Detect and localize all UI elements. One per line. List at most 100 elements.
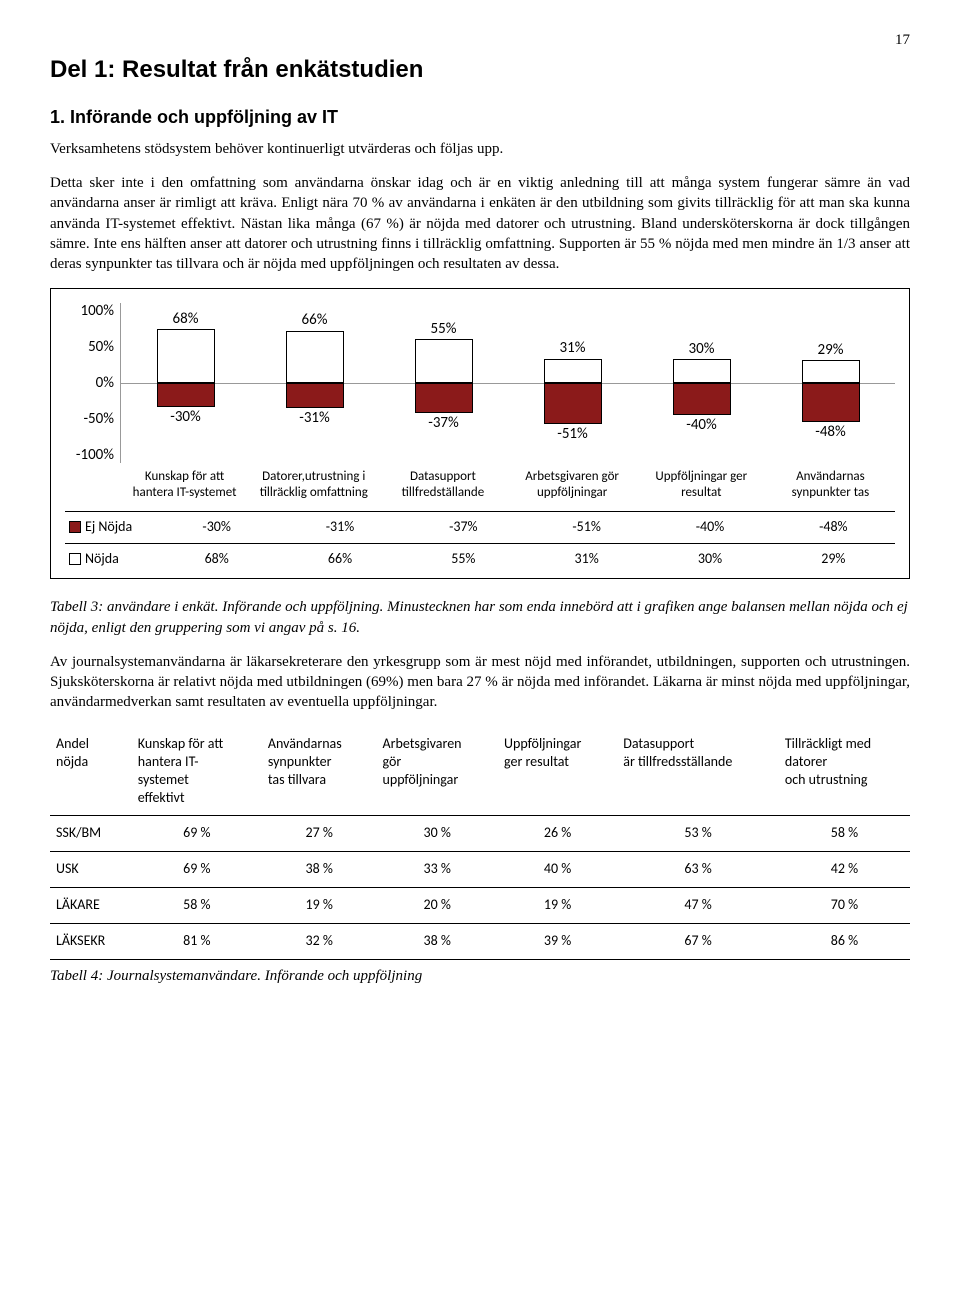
bar-value-positive: 66% (250, 310, 379, 330)
bar-negative (673, 383, 731, 415)
legend-label: Nöjda (65, 543, 155, 574)
bar-negative (544, 383, 602, 424)
row-label: USK (50, 852, 132, 888)
bar-positive (544, 359, 602, 384)
bar-positive (157, 329, 215, 383)
category-label: Användarnassynpunkter tas (766, 469, 895, 500)
category-label: Uppföljningar gerresultat (637, 469, 766, 500)
bar-negative (802, 383, 860, 421)
table3-caption: Tabell 3: användare i enkät. Införande o… (50, 597, 910, 638)
bar-value-positive: 55% (379, 319, 508, 339)
axis-tick: 100% (65, 303, 114, 319)
table-cell: 39 % (498, 924, 617, 960)
legend-value: 68% (155, 543, 278, 574)
table-cell: 67 % (617, 924, 779, 960)
category-label: Datorer,utrustning itillräcklig omfattni… (249, 469, 378, 500)
table-header: Arbetsgivarengöruppföljningar (376, 727, 498, 816)
bar-negative (415, 383, 473, 413)
legend-value: -40% (648, 511, 771, 543)
table-cell: 69 % (132, 816, 262, 852)
table-cell: 47 % (617, 888, 779, 924)
table-cell: 53 % (617, 816, 779, 852)
table-row: LÄKARE58 %19 %20 %19 %47 %70 % (50, 888, 910, 924)
page-number: 17 (50, 30, 910, 50)
legend-swatch (69, 553, 81, 565)
page-title: Del 1: Resultat från enkätstudien (50, 54, 910, 86)
table-cell: 33 % (376, 852, 498, 888)
bar-value-negative: -30% (121, 407, 250, 427)
bar-value-negative: -37% (379, 413, 508, 433)
legend-value: 30% (648, 543, 771, 574)
bar-positive (673, 359, 731, 383)
bar-positive (286, 331, 344, 384)
bar-value-positive: 29% (766, 340, 895, 360)
table-cell: 58 % (132, 888, 262, 924)
row-label: SSK/BM (50, 816, 132, 852)
table-header: Datasupportär tillfredsställande (617, 727, 779, 816)
axis-tick: 0% (65, 375, 114, 391)
table-cell: 38 % (262, 852, 377, 888)
category-label: Arbetsgivaren göruppföljningar (508, 469, 637, 500)
table-header: Tillräckligt meddatoreroch utrustning (779, 727, 910, 816)
bar-column: 68% -30% (121, 303, 250, 463)
bar-value-positive: 31% (508, 338, 637, 358)
diverging-bar-chart: 100%50%0%-50%-100% 68%-30%66%-31%55%-37%… (50, 288, 910, 579)
bar-value-negative: -51% (508, 424, 637, 444)
bars-grid: 68% -30% 66% -31% 55% -37% 31% -51% 30% -40% 29% -4… (120, 303, 895, 463)
axis-tick: -100% (65, 447, 114, 463)
table-cell: 69 % (132, 852, 262, 888)
legend-swatch (69, 521, 81, 533)
table-cell: 70 % (779, 888, 910, 924)
legend-table: Ej Nöjda-30%-31%-37%-51%-40%-48%Nöjda68%… (65, 511, 895, 575)
bar-value-positive: 30% (637, 339, 766, 359)
table4-caption: Tabell 4: Journalsystemanvändare. Införa… (50, 966, 910, 986)
category-labels: Kunskap för atthantera IT-systemetDatore… (120, 469, 895, 500)
bar-positive (802, 360, 860, 383)
legend-row: Ej Nöjda-30%-31%-37%-51%-40%-48% (65, 511, 895, 543)
table-cell: 42 % (779, 852, 910, 888)
table-cell: 86 % (779, 924, 910, 960)
legend-value: -37% (402, 511, 525, 543)
category-label: Datasupporttillfredställande (378, 469, 507, 500)
legend-row: Nöjda68%66%55%31%30%29% (65, 543, 895, 574)
chart-area: 100%50%0%-50%-100% 68%-30%66%-31%55%-37%… (65, 303, 895, 463)
table-cell: 38 % (376, 924, 498, 960)
table-row: SSK/BM69 %27 %30 %26 %53 %58 % (50, 816, 910, 852)
bar-column: 30% -40% (637, 303, 766, 463)
table-cell: 40 % (498, 852, 617, 888)
bar-positive (415, 339, 473, 383)
intro-text: Verksamhetens stödsystem behöver kontinu… (50, 141, 503, 157)
row-label: LÄKARE (50, 888, 132, 924)
axis-tick: 50% (65, 339, 114, 355)
legend-label: Ej Nöjda (65, 511, 155, 543)
legend-value: 66% (278, 543, 401, 574)
legend-value: -30% (155, 511, 278, 543)
table-header: Uppföljningarger resultat (498, 727, 617, 816)
table-cell: 58 % (779, 816, 910, 852)
bar-value-positive: 68% (121, 309, 250, 329)
bar-column: 66% -31% (250, 303, 379, 463)
table-cell: 27 % (262, 816, 377, 852)
table4: AndelnöjdaKunskap för atthantera IT-syst… (50, 727, 910, 960)
intro-paragraph: Verksamhetens stödsystem behöver kontinu… (50, 139, 910, 159)
bar-column: 55% -37% (379, 303, 508, 463)
category-label: Kunskap för atthantera IT-systemet (120, 469, 249, 500)
table-cell: 30 % (376, 816, 498, 852)
bar-value-negative: -31% (250, 408, 379, 428)
table-row: USK69 %38 %33 %40 %63 %42 % (50, 852, 910, 888)
table-header: Kunskap för atthantera IT-systemeteffekt… (132, 727, 262, 816)
table-cell: 63 % (617, 852, 779, 888)
table-cell: 19 % (498, 888, 617, 924)
body-paragraph: Detta sker inte i den omfattning som anv… (50, 173, 910, 274)
bar-value-negative: -40% (637, 415, 766, 435)
legend-value: 31% (525, 543, 648, 574)
bar-negative (286, 383, 344, 408)
table-cell: 20 % (376, 888, 498, 924)
legend-value: 55% (402, 543, 525, 574)
bars-row: 68% -30% 66% -31% 55% -37% 31% -51% 30% -40% 29% -4… (121, 303, 895, 463)
bar-value-negative: -48% (766, 422, 895, 442)
table4-body: SSK/BM69 %27 %30 %26 %53 %58 %USK69 %38 … (50, 816, 910, 960)
legend-value: -51% (525, 511, 648, 543)
section-heading: 1. Införande och uppföljning av IT (50, 105, 910, 129)
bar-column: 31% -51% (508, 303, 637, 463)
